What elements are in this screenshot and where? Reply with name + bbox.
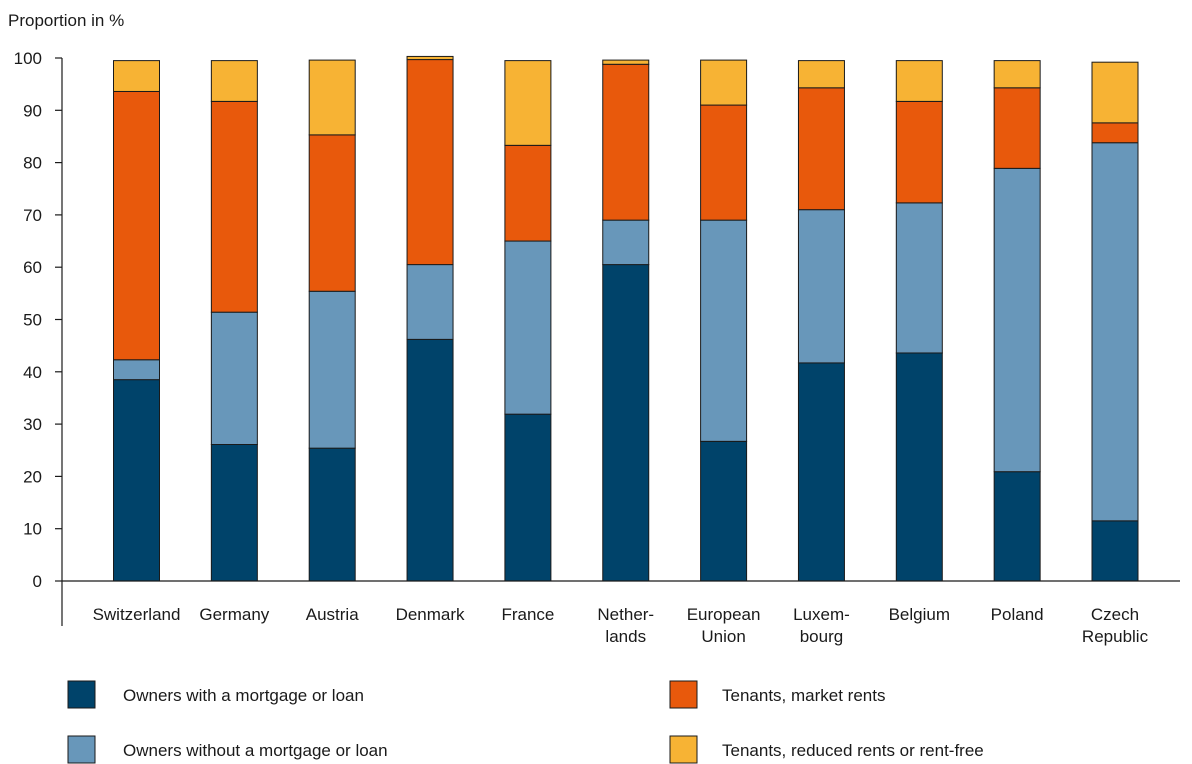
legend-swatch	[669, 680, 698, 709]
bars	[113, 55, 1139, 582]
legend-label: Tenants, market rents	[722, 686, 885, 705]
bar-segment	[895, 60, 943, 102]
bar-stack	[210, 60, 258, 582]
bar-segment	[210, 443, 258, 582]
bar-segment	[1091, 61, 1139, 124]
bar-segment	[993, 167, 1041, 473]
bar-segment	[700, 104, 748, 221]
bar-stack	[602, 59, 650, 582]
bar-segment	[993, 471, 1041, 582]
x-tick-label: European Union	[687, 605, 761, 646]
bar-stack	[308, 59, 356, 582]
x-tick-label: Luxem-bourg	[793, 605, 850, 646]
bar-segment	[700, 219, 748, 442]
bar-segment	[406, 264, 454, 340]
x-axis: Switzerland Germany Austria Denmark France Ne…	[62, 580, 1180, 646]
x-tick-label: France	[501, 605, 554, 624]
bar-stack	[993, 60, 1041, 582]
bar-segment	[210, 100, 258, 313]
bar-segment	[406, 338, 454, 582]
bar-stack	[797, 60, 845, 582]
y-tick-label: 90	[23, 101, 42, 120]
bar-segment	[406, 59, 454, 266]
bar-segment	[113, 90, 160, 361]
legend-item: Tenants, reduced rents or rent-free	[669, 735, 984, 764]
legend-item: Owners without a mortgage or loan	[67, 735, 388, 764]
y-tick-label: 20	[23, 467, 42, 486]
legend-label: Owners with a mortgage or loan	[123, 686, 364, 705]
bar-stack	[895, 60, 943, 582]
y-tick-label: 100	[14, 49, 42, 68]
bar-segment	[602, 219, 650, 266]
bar-segment	[602, 59, 650, 65]
bar-stack	[113, 60, 160, 582]
bar-segment	[602, 63, 650, 221]
y-axis-label: Proportion in %	[8, 11, 124, 30]
bar-segment	[113, 379, 160, 582]
legend-label: Tenants, reduced rents or rent-free	[722, 741, 984, 760]
x-tick-label: Belgium	[889, 605, 950, 624]
x-tick-label: Poland	[991, 605, 1044, 624]
bar-segment	[895, 352, 943, 582]
y-tick-label: 0	[33, 572, 42, 591]
x-tick-label: Nether-lands	[597, 605, 654, 646]
bar-segment	[700, 440, 748, 582]
legend-item: Tenants, market rents	[669, 680, 885, 709]
bar-stack	[1091, 61, 1139, 582]
x-tick-label: Denmark	[396, 605, 465, 624]
bar-segment	[210, 311, 258, 445]
bar-segment	[308, 134, 356, 292]
y-tick-label: 30	[23, 415, 42, 434]
bar-segment	[1091, 520, 1139, 582]
y-tick-label: 50	[23, 311, 42, 330]
bar-segment	[797, 60, 845, 89]
bar-segment	[504, 240, 552, 415]
bar-segment	[797, 209, 845, 364]
y-tick-label: 70	[23, 206, 42, 225]
bar-segment	[308, 447, 356, 582]
bar-stack	[406, 55, 454, 582]
bar-segment	[504, 413, 552, 582]
x-tick-label: Switzerland	[93, 605, 181, 624]
legend-item: Owners with a mortgage or loan	[67, 680, 364, 709]
bar-segment	[308, 59, 356, 136]
bar-segment	[993, 87, 1041, 169]
bar-stack	[700, 59, 748, 582]
legend: Owners with a mortgage or loan Owners wit…	[67, 680, 984, 764]
bar-segment	[895, 202, 943, 354]
bar-segment	[210, 60, 258, 102]
bar-segment	[797, 362, 845, 582]
bar-segment	[602, 264, 650, 582]
bar-segment	[700, 59, 748, 106]
bar-segment	[308, 290, 356, 449]
y-tick-label: 60	[23, 258, 42, 277]
x-tick-label: Czech Republic	[1082, 605, 1149, 646]
y-tick-label: 40	[23, 363, 42, 382]
y-axis: 0 10 20 30 40 50 60 70 80 90 100	[14, 49, 63, 626]
bar-stack	[504, 60, 552, 582]
bar-segment	[113, 60, 160, 92]
bar-segment	[504, 60, 552, 146]
x-tick-label: Austria	[306, 605, 359, 624]
legend-swatch	[669, 735, 698, 764]
y-tick-label: 10	[23, 520, 42, 539]
x-tick-label: Germany	[199, 605, 269, 624]
bar-segment	[504, 144, 552, 242]
bar-segment	[406, 55, 454, 61]
bar-segment	[1091, 122, 1139, 144]
bar-segment	[895, 100, 943, 204]
legend-label: Owners without a mortgage or loan	[123, 741, 388, 760]
bar-segment	[113, 359, 160, 381]
y-tick-label: 80	[23, 154, 42, 173]
bar-segment	[1091, 142, 1139, 522]
bar-segment	[797, 87, 845, 211]
bar-segment	[993, 60, 1041, 89]
legend-swatch	[67, 680, 96, 709]
legend-swatch	[67, 735, 96, 764]
